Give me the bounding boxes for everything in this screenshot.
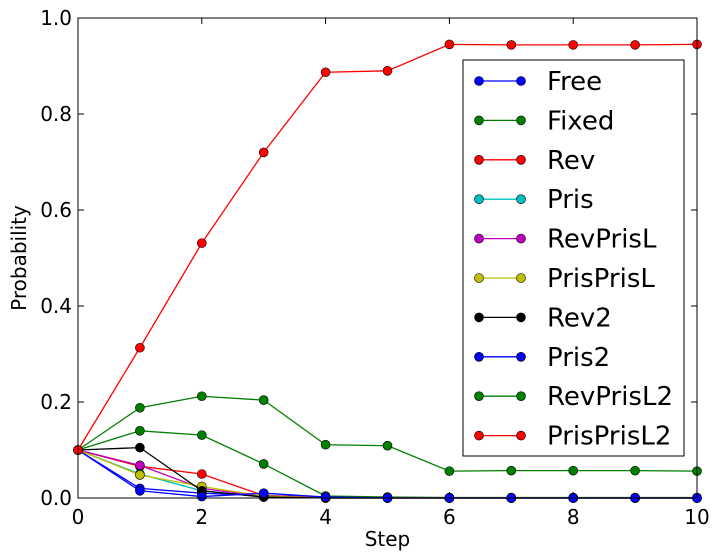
legend-marker (516, 76, 526, 86)
y-tick-label: 1.0 (40, 6, 72, 30)
y-tick-label: 0.4 (40, 294, 72, 318)
x-axis-label: Step (365, 527, 411, 551)
legend-label: PrisPrisL2 (547, 422, 671, 452)
legend-entry: RevPrisL (474, 225, 657, 255)
legend-marker (516, 312, 526, 323)
legend-entry: PrisPrisL2 (474, 422, 671, 452)
x-tick-label: 4 (319, 505, 332, 529)
legend-marker (516, 273, 526, 283)
data-point (197, 238, 207, 248)
legend-entry: Pris2 (474, 343, 610, 373)
legend-marker (474, 312, 484, 323)
legend-entry: Rev (474, 146, 595, 176)
data-point (568, 40, 579, 50)
axis-ticks: 0 2 4 6 8 10 0.0 0.2 0.4 0.6 0.8 1.0 (40, 6, 710, 529)
legend-marker (474, 233, 484, 244)
legend-entry: RevPrisL2 (474, 382, 673, 412)
legend-label: Rev2 (547, 303, 612, 333)
data-point (135, 402, 145, 413)
data-point (568, 465, 579, 476)
x-tick-label: 6 (443, 505, 456, 529)
legend-marker (516, 391, 526, 402)
legend-marker (516, 115, 526, 126)
legend-label: PrisPrisL (547, 264, 655, 294)
data-point (135, 425, 145, 436)
legend-marker (516, 351, 526, 362)
legend-label: Free (547, 67, 602, 97)
data-point (258, 488, 269, 499)
legend-label: Pris2 (547, 343, 610, 373)
data-point (197, 430, 207, 440)
data-point (630, 465, 640, 476)
legend-marker (516, 155, 526, 165)
legend-entry: Fixed (474, 106, 614, 136)
legend-label: Pris (547, 185, 594, 215)
data-point (506, 40, 517, 50)
data-point (135, 470, 145, 480)
y-axis-label: Probability (7, 205, 31, 311)
data-point (506, 465, 517, 476)
series-line (77, 449, 697, 499)
data-point (197, 469, 207, 479)
data-point (444, 39, 455, 50)
legend-entry: PrisPrisL (474, 264, 655, 294)
data-point (382, 66, 393, 76)
legend-entry: Pris (474, 185, 594, 215)
legend-marker (474, 76, 484, 86)
legend-label: Fixed (547, 106, 614, 136)
data-point (135, 442, 145, 453)
data-point (320, 492, 331, 502)
legend-marker (474, 273, 484, 283)
legend-marker (516, 233, 526, 244)
data-point (382, 440, 393, 451)
legend-entry: Rev2 (474, 303, 612, 333)
data-point (444, 466, 455, 476)
data-point (320, 439, 331, 450)
series-prisprisl2 (73, 39, 702, 455)
legend-marker (474, 430, 484, 441)
x-tick-label: 0 (72, 505, 85, 529)
data-point (258, 147, 269, 158)
x-tick-label: 2 (195, 505, 208, 529)
legend-label: RevPrisL (547, 225, 657, 255)
legend-marker (474, 351, 484, 362)
data-point (135, 460, 145, 471)
legend-marker (474, 391, 484, 402)
data-point (135, 342, 145, 353)
legend-label: RevPrisL2 (547, 382, 673, 412)
data-point (258, 395, 269, 405)
legend-marker (516, 194, 526, 204)
legend-entry: Free (474, 67, 602, 97)
x-tick-label: 8 (567, 505, 580, 529)
data-point (320, 67, 331, 78)
data-point (197, 491, 207, 502)
legend-marker (474, 194, 484, 204)
series-revprisl2 (73, 391, 702, 476)
y-tick-label: 0.2 (40, 390, 72, 414)
legend-label: Rev (547, 146, 595, 176)
y-tick-label: 0.6 (40, 198, 72, 222)
y-tick-label: 0.8 (40, 102, 72, 126)
y-tick-label: 0.0 (40, 486, 72, 510)
plot-frame (77, 17, 698, 499)
data-point (258, 459, 269, 469)
legend-box (462, 59, 685, 457)
legend-marker (474, 115, 484, 126)
legend: Free Fixed Rev Pris RevPrisL PrisPrisL Rev2 Pri… (462, 59, 685, 457)
data-point (630, 40, 640, 50)
x-tick-label: 10 (684, 505, 709, 529)
data-point (135, 485, 145, 496)
data-point (197, 391, 207, 402)
legend-marker (474, 155, 484, 165)
legend-marker (516, 430, 526, 441)
